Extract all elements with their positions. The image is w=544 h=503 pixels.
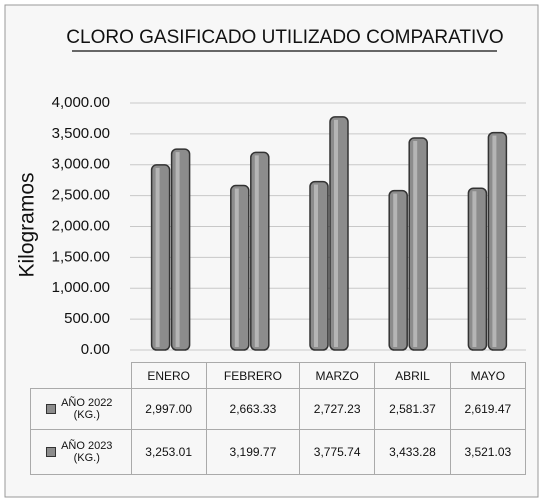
table-corner (31, 363, 132, 389)
bar (388, 189, 408, 351)
y-tick-label: 500.00 (64, 310, 110, 327)
legend-label: AÑO 2023 (KG.) (61, 440, 113, 464)
bar (250, 151, 270, 351)
y-tick-label: 2,500.00 (52, 187, 110, 204)
data-label: 2,581.37 (374, 388, 451, 430)
bar (467, 187, 488, 351)
bar-highlight (314, 184, 318, 347)
table-header-row: ENERO FEBRERO MARZO ABRIL MAYO (31, 362, 527, 389)
bar-highlight (175, 152, 180, 347)
table-row: AÑO 2023 (KG.) 3,253.01 3,199.77 3,775.74 3,… (30, 429, 527, 475)
bar-highlight (492, 135, 497, 347)
data-label: 3,199.77 (205, 429, 300, 475)
x-tick-label: FEBRERO (205, 362, 300, 389)
data-label: 2,727.23 (298, 388, 376, 430)
bar-highlight (155, 167, 160, 347)
data-label: 2,663.33 (205, 388, 300, 430)
bar (309, 180, 329, 351)
data-label: 3,521.03 (449, 429, 527, 475)
bar (329, 116, 349, 351)
x-tick-label: ENERO (130, 362, 207, 389)
chart-title: CLORO GASIFICADO UTILIZADO COMPARATIVO (66, 27, 503, 48)
x-tick-label: ABRIL (374, 362, 451, 389)
bar (170, 148, 191, 351)
y-tick-label: 4,000.00 (52, 94, 110, 111)
x-tick-label: MARZO (298, 362, 376, 389)
data-table: ENERO FEBRERO MARZO ABRIL MAYO AÑO 2022 (KG.)… (30, 362, 527, 475)
bar-highlight (413, 140, 418, 347)
y-tick-label: 1,500.00 (52, 248, 110, 265)
y-tick-label: 2,000.00 (52, 217, 110, 234)
data-label: 2,997.00 (130, 388, 207, 430)
bar-highlight (393, 193, 398, 347)
data-label: 3,253.01 (130, 429, 207, 475)
data-label: 2,619.47 (449, 388, 527, 430)
x-tick-label: MAYO (449, 362, 527, 389)
bar-highlight (472, 191, 477, 347)
legend-cell: AÑO 2022 (KG.) (30, 388, 132, 430)
y-tick-label: 3,000.00 (52, 156, 110, 173)
bar (408, 137, 428, 351)
y-tick-label: 1,000.00 (52, 279, 110, 296)
legend-key (45, 447, 56, 457)
y-tick-label: 0.00 (81, 341, 110, 358)
legend-label: AÑO 2022 (KG.) (61, 397, 113, 421)
y-axis-label: Kilogramos (16, 172, 39, 277)
legend-key (45, 404, 56, 414)
y-tick-label: 3,500.00 (52, 125, 110, 142)
bar-highlight (254, 155, 259, 347)
bar (487, 131, 508, 351)
legend-cell: AÑO 2023 (KG.) (30, 429, 132, 475)
bar (150, 164, 171, 351)
table-row: AÑO 2022 (KG.) 2,997.00 2,663.33 2,727.23 2,… (30, 388, 527, 430)
data-label: 3,775.74 (298, 429, 376, 475)
bar-highlight (234, 188, 239, 347)
data-label: 3,433.28 (374, 429, 451, 475)
bar-highlight (334, 119, 338, 347)
bar (230, 184, 250, 351)
